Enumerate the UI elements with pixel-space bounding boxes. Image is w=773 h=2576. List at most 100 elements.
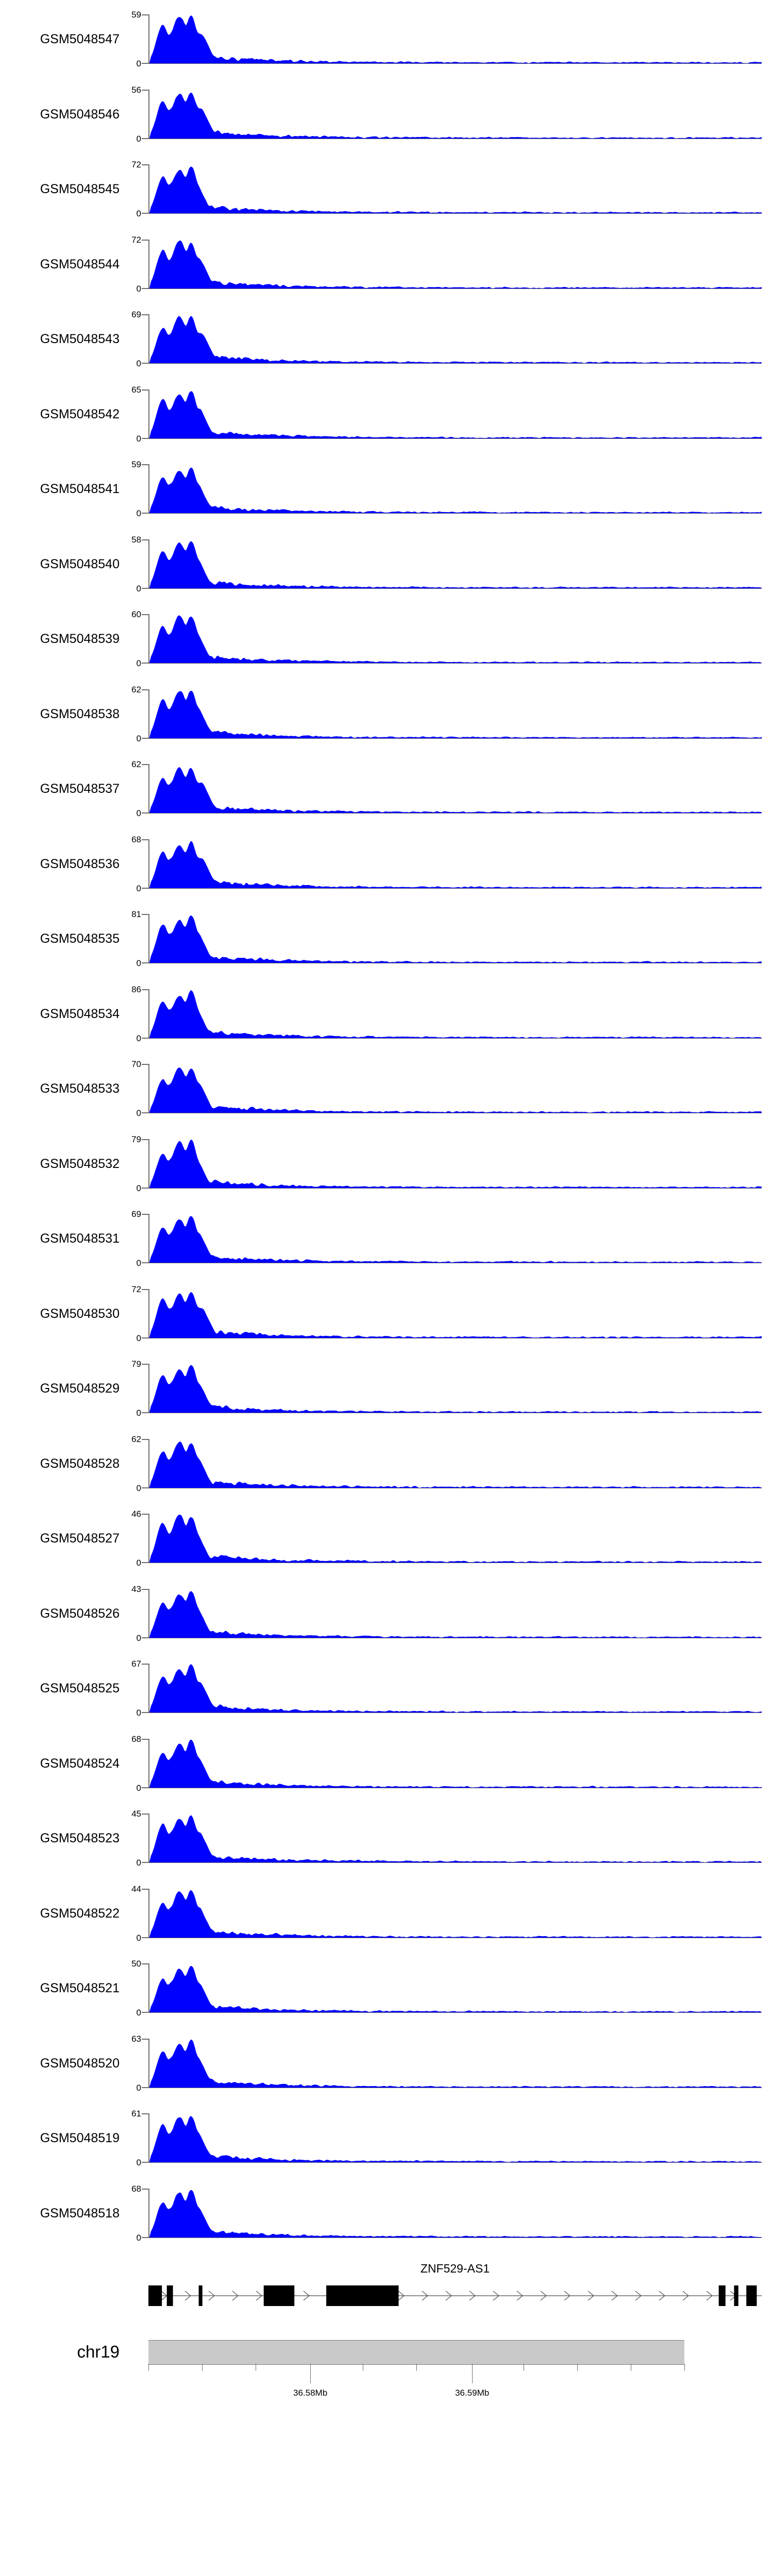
track-sample-label: GSM5048520	[40, 2056, 120, 2071]
y-axis-max-tick	[142, 1214, 148, 1215]
y-axis-min-tick	[142, 2236, 148, 2238]
y-axis-max-tick	[142, 689, 148, 690]
y-axis-max-tick	[142, 839, 148, 840]
coverage-track: GSM5048531 69 0	[0, 1210, 773, 1267]
track-sample-label: GSM5048518	[40, 2206, 120, 2221]
track-plot-area: 79 0	[131, 1360, 762, 1417]
coverage-area	[149, 2039, 762, 2088]
y-axis-max-tick	[142, 1438, 148, 1440]
y-axis-max-tick	[142, 14, 148, 15]
track-baseline	[149, 1188, 762, 1189]
coverage-area	[149, 2116, 762, 2163]
y-axis-max-tick	[142, 1814, 148, 1815]
track-y-axis	[148, 1738, 149, 1788]
track-plot-area: 44 0	[131, 1885, 762, 1942]
y-axis-min-tick	[142, 1262, 148, 1263]
y-axis-min-value: 0	[136, 1108, 141, 1118]
coverage-area	[149, 615, 762, 664]
y-axis-min-value: 0	[136, 2082, 141, 2093]
coverage-track: GSM5048537 62 0	[0, 760, 773, 818]
track-sample-label: GSM5048543	[40, 332, 120, 346]
y-axis-max-value: 59	[131, 460, 141, 469]
coverage-track: GSM5048540 58 0	[0, 535, 773, 593]
track-baseline	[149, 663, 762, 664]
track-y-axis	[148, 2188, 149, 2238]
coverage-area	[149, 92, 762, 139]
y-axis-min-tick	[142, 1412, 148, 1413]
track-plot-area: 81 0	[131, 910, 762, 968]
y-axis-min-tick	[142, 2087, 148, 2088]
y-axis-min-tick	[142, 1937, 148, 1938]
y-axis-max-value: 58	[131, 534, 141, 545]
coverage-area	[149, 391, 762, 439]
gene-exon	[718, 2285, 726, 2306]
y-axis-max-value: 62	[131, 759, 141, 769]
coverage-track: GSM5048547 59 0	[0, 10, 773, 68]
track-sample-label: GSM5048521	[40, 1981, 120, 1995]
y-axis-min-tick	[142, 437, 148, 439]
y-axis-max-value: 44	[131, 1884, 141, 1894]
track-baseline	[149, 2012, 762, 2013]
y-axis-max-value: 70	[131, 1059, 141, 1069]
y-axis-min-tick	[142, 1337, 148, 1338]
y-axis-min-value: 0	[136, 1333, 141, 1343]
track-y-axis	[148, 1064, 149, 1113]
coverage-area	[149, 1890, 762, 1938]
y-axis-max-value: 56	[131, 84, 141, 95]
track-sample-label: GSM5048540	[40, 556, 120, 571]
y-axis-max-tick	[142, 1289, 148, 1290]
track-baseline	[149, 738, 762, 739]
y-axis-min-value: 0	[136, 1858, 141, 1868]
y-axis-min-tick	[142, 812, 148, 814]
track-y-axis	[148, 389, 149, 439]
y-axis-max-value: 72	[131, 1284, 141, 1294]
y-axis-max-value: 67	[131, 1659, 141, 1669]
y-axis-max-tick	[142, 1064, 148, 1065]
y-axis-min-value: 0	[136, 583, 141, 594]
y-axis-min-tick	[142, 1487, 148, 1488]
y-axis-max-tick	[142, 614, 148, 615]
y-axis-max-tick	[142, 2038, 148, 2040]
coverage-track: GSM5048542 65 0	[0, 385, 773, 443]
y-axis-max-value: 68	[131, 834, 141, 844]
track-y-axis	[148, 1888, 149, 1938]
y-axis-max-value: 81	[131, 909, 141, 919]
track-sample-label: GSM5048532	[40, 1156, 120, 1171]
coverage-track: GSM5048524 68 0	[0, 1735, 773, 1792]
y-axis-max-value: 72	[131, 160, 141, 170]
track-y-axis	[148, 1963, 149, 2013]
y-axis-max-tick	[142, 539, 148, 540]
y-axis-min-value: 0	[136, 2232, 141, 2243]
coverage-area	[149, 15, 762, 64]
track-plot-area: 50 0	[131, 1959, 762, 2017]
y-axis-max-tick	[142, 1738, 148, 1740]
y-axis-max-tick	[142, 464, 148, 465]
y-axis-max-value: 61	[131, 2109, 141, 2119]
gene-exon	[148, 2285, 162, 2306]
coverage-area	[149, 1739, 762, 1788]
y-axis-min-tick	[142, 1037, 148, 1039]
track-y-axis	[148, 764, 149, 814]
track-sample-label: GSM5048523	[40, 1831, 120, 1845]
track-plot-area: 68 0	[131, 2184, 762, 2242]
track-plot-area: 46 0	[131, 1510, 762, 1567]
track-plot-area: 69 0	[131, 1210, 762, 1267]
coverage-track: GSM5048546 56 0	[0, 86, 773, 143]
y-axis-min-tick	[142, 1712, 148, 1713]
coverage-track: GSM5048533 70 0	[0, 1060, 773, 1117]
track-sample-label: GSM5048542	[40, 406, 120, 421]
track-plot-area: 70 0	[131, 1060, 762, 1117]
y-axis-max-value: 69	[131, 310, 141, 319]
track-plot-area: 61 0	[131, 2109, 762, 2167]
gene-exon	[263, 2285, 295, 2306]
track-sample-label: GSM5048545	[40, 182, 120, 196]
coverage-area	[149, 1067, 762, 1113]
coverage-area	[149, 166, 762, 214]
coverage-track: GSM5048528 62 0	[0, 1435, 773, 1493]
track-sample-label: GSM5048527	[40, 1531, 120, 1546]
y-axis-max-value: 45	[131, 1809, 141, 1819]
track-sample-label: GSM5048529	[40, 1381, 120, 1396]
track-y-axis	[148, 89, 149, 139]
track-plot-area: 59 0	[131, 10, 762, 68]
